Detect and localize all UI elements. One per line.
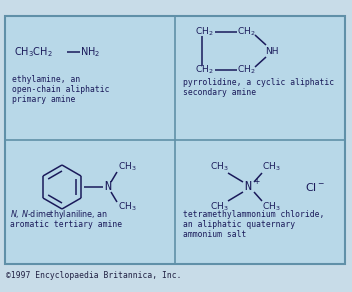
- Text: N: N: [244, 180, 252, 194]
- Text: $\mathsf{CH_2}$: $\mathsf{CH_2}$: [237, 26, 256, 38]
- Text: N: N: [105, 180, 112, 194]
- Text: open-chain aliphatic: open-chain aliphatic: [12, 85, 109, 94]
- Text: $\mathsf{NH_2}$: $\mathsf{NH_2}$: [80, 45, 100, 59]
- Text: $\mathsf{CH_3}$: $\mathsf{CH_3}$: [118, 201, 137, 213]
- Text: $\mathsf{CH_3}$: $\mathsf{CH_3}$: [118, 161, 137, 173]
- Text: an aliphatic quaternary: an aliphatic quaternary: [183, 220, 295, 229]
- Text: secondary amine: secondary amine: [183, 88, 256, 97]
- Bar: [5, 16, 345, 264]
- Text: primary amine: primary amine: [12, 95, 75, 104]
- Text: NH: NH: [265, 46, 278, 55]
- Text: $\mathsf{CH_2}$: $\mathsf{CH_2}$: [195, 64, 214, 76]
- Text: $\mathit{N}$, $\mathit{N}$-dimethylaniline, an: $\mathit{N}$, $\mathit{N}$-dimethylanili…: [10, 208, 108, 221]
- Text: $\mathsf{CH_3}$: $\mathsf{CH_3}$: [210, 161, 228, 173]
- Text: pyrrolidine, a cyclic aliphatic: pyrrolidine, a cyclic aliphatic: [183, 78, 334, 87]
- Text: ethylamine, an: ethylamine, an: [12, 75, 80, 84]
- Text: ammonium salt: ammonium salt: [183, 230, 246, 239]
- Text: $\mathsf{CH_3}$: $\mathsf{CH_3}$: [210, 201, 228, 213]
- Text: aromatic tertiary amine: aromatic tertiary amine: [10, 220, 122, 229]
- Text: $\mathsf{CH_3}$: $\mathsf{CH_3}$: [262, 161, 281, 173]
- Text: $\mathsf{CH_3CH_2}$: $\mathsf{CH_3CH_2}$: [14, 45, 53, 59]
- Text: $\mathsf{CH_2}$: $\mathsf{CH_2}$: [237, 64, 256, 76]
- Text: $\mathsf{CH_2}$: $\mathsf{CH_2}$: [195, 26, 214, 38]
- Text: Cl$^-$: Cl$^-$: [305, 181, 325, 193]
- Text: +: +: [253, 176, 259, 185]
- Text: tetramethylammonium chloride,: tetramethylammonium chloride,: [183, 210, 325, 219]
- Text: $\mathsf{CH_3}$: $\mathsf{CH_3}$: [262, 201, 281, 213]
- Text: ©1997 Encyclopaedia Britannica, Inc.: ©1997 Encyclopaedia Britannica, Inc.: [6, 271, 182, 280]
